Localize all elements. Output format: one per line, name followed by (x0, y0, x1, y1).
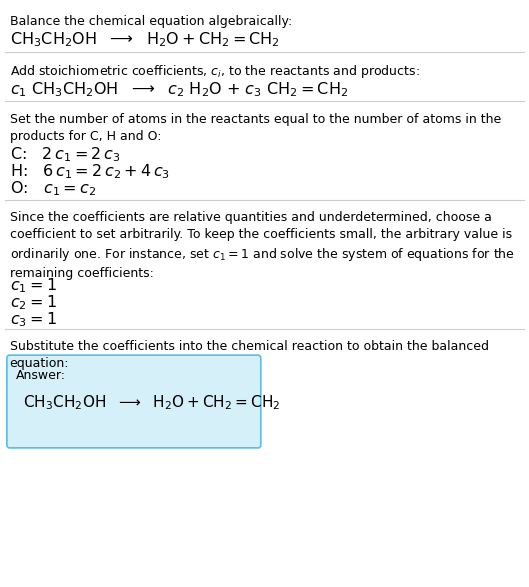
Text: Set the number of atoms in the reactants equal to the number of atoms in the
pro: Set the number of atoms in the reactants… (10, 113, 501, 143)
Text: Since the coefficients are relative quantities and underdetermined, choose a
coe: Since the coefficients are relative quan… (10, 211, 515, 280)
Text: $c_2 = 1$: $c_2 = 1$ (10, 293, 56, 312)
Text: $c_1$ $\mathrm{CH_3CH_2OH}$  $\longrightarrow$  $c_2$ $\mathrm{H_2O}$ $+$ $c_3$ : $c_1$ $\mathrm{CH_3CH_2OH}$ $\longrighta… (10, 80, 348, 99)
Text: $c_3 = 1$: $c_3 = 1$ (10, 310, 56, 329)
Text: Substitute the coefficients into the chemical reaction to obtain the balanced
eq: Substitute the coefficients into the che… (10, 340, 488, 370)
Text: Balance the chemical equation algebraically:: Balance the chemical equation algebraica… (10, 15, 292, 28)
Text: Answer:: Answer: (16, 369, 66, 382)
Text: O:   $c_1 = c_2$: O: $c_1 = c_2$ (10, 179, 96, 198)
Text: $\mathrm{CH_3CH_2OH}$  $\longrightarrow$  $\mathrm{H_2O + CH_2{=}CH_2}$: $\mathrm{CH_3CH_2OH}$ $\longrightarrow$ … (10, 31, 279, 49)
Text: $c_1 = 1$: $c_1 = 1$ (10, 276, 56, 295)
Text: $\mathrm{CH_3CH_2OH}$  $\longrightarrow$  $\mathrm{H_2O + CH_2{=}CH_2}$: $\mathrm{CH_3CH_2OH}$ $\longrightarrow$ … (23, 393, 280, 412)
FancyBboxPatch shape (7, 355, 261, 448)
Text: Add stoichiometric coefficients, $c_i$, to the reactants and products:: Add stoichiometric coefficients, $c_i$, … (10, 63, 419, 80)
Text: H:   $6\,c_1 = 2\,c_2 + 4\,c_3$: H: $6\,c_1 = 2\,c_2 + 4\,c_3$ (10, 162, 169, 181)
Text: C:   $2\,c_1 = 2\,c_3$: C: $2\,c_1 = 2\,c_3$ (10, 145, 120, 164)
